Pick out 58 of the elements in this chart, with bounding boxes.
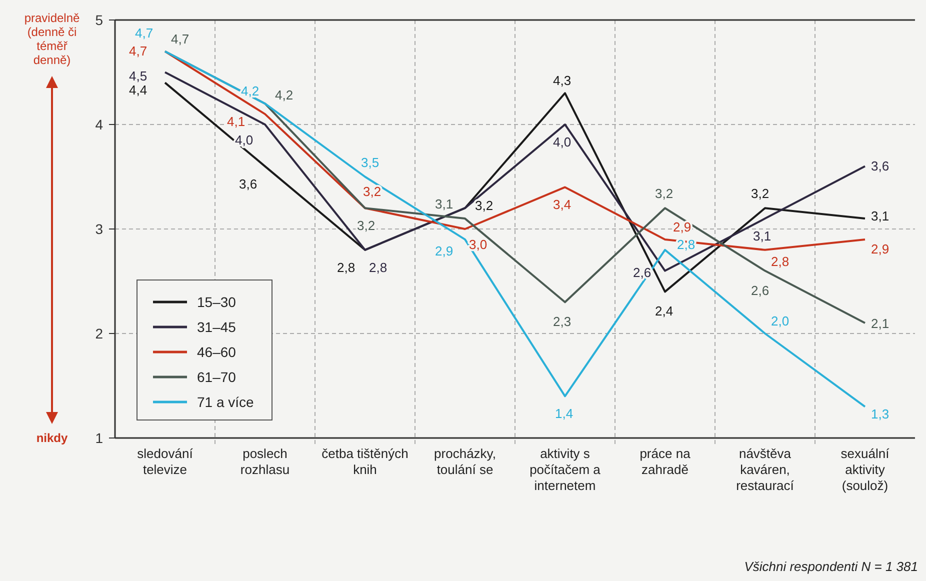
data-label: 2,9 [673,219,692,234]
data-label: 4,5 [129,68,148,84]
data-label: 4,7 [171,31,190,46]
y-tick-label: 1 [95,430,104,446]
data-label: 3,4 [553,197,572,212]
data-label: 4,3 [553,73,572,88]
data-label: 4,0 [235,132,254,148]
text: Všichni respondenti N = 1 381 [744,559,918,574]
legend-label: 15–30 [197,294,236,310]
legend-label: 61–70 [197,368,236,385]
data-label: 2,9 [435,243,454,258]
x-tick-label: práce na zahradě [640,446,692,477]
data-label: 3,1 [435,196,454,212]
data-label: 4,1 [227,114,246,130]
data-label: 3,2 [655,186,674,202]
data-label: 4,2 [275,88,294,103]
data-label: 2,9 [871,241,890,256]
data-label: 3,6 [871,158,890,174]
data-label: 3,1 [753,228,772,244]
line-series [164,50,866,408]
legend-label: 46–60 [197,344,236,360]
text: nikdy [36,431,68,445]
data-label: 2,4 [655,304,674,319]
x-tick-label: četba tištěných knih [322,446,408,477]
data-label: 2,6 [751,282,770,298]
legend-label: 31–45 [197,318,236,335]
data-label: 4,4 [129,82,148,98]
legend-label: 71 a více [197,394,254,410]
y-tick-label: 5 [95,12,104,28]
x-tick-label: poslech rozhlasu [240,446,290,477]
x-tick-label: procházky, toulání se [434,446,496,477]
x-tick-label: sexuální aktivity (soulož) [840,446,890,493]
y-tick-label: 3 [95,220,104,237]
y-tick-label: 2 [95,325,104,342]
data-label: 4,0 [553,134,572,150]
data-label: 2,3 [553,314,572,330]
x-tick-label: sledování televize [137,446,194,477]
data-label: 2,0 [771,314,790,328]
text: pravidelně (denně či téměř denně) [24,11,80,67]
data-label: 3,0 [469,237,488,252]
data-label: 3,2 [751,186,770,202]
data-label: 4,7 [135,25,154,40]
x-tick-label: návštěva kaváren, restaurací [736,446,794,493]
data-label: 3,6 [239,176,258,192]
data-label: 2,8 [771,254,790,269]
data-label: 1,3 [871,406,890,422]
y-tick-label: 4 [95,116,104,132]
data-label: 3,2 [475,198,494,214]
data-label: 4,7 [129,43,148,58]
data-label: 2,1 [871,316,890,332]
data-label: 3,2 [363,184,382,200]
data-label: 3,1 [871,208,890,224]
data-label: 3,5 [361,154,380,170]
x-tick-label: aktivity s počítačem a internetem [530,446,602,493]
data-label: 2,8 [369,260,388,275]
data-label: 1,4 [555,406,574,422]
data-label: 3,2 [357,218,376,234]
data-label: 2,8 [337,260,356,275]
